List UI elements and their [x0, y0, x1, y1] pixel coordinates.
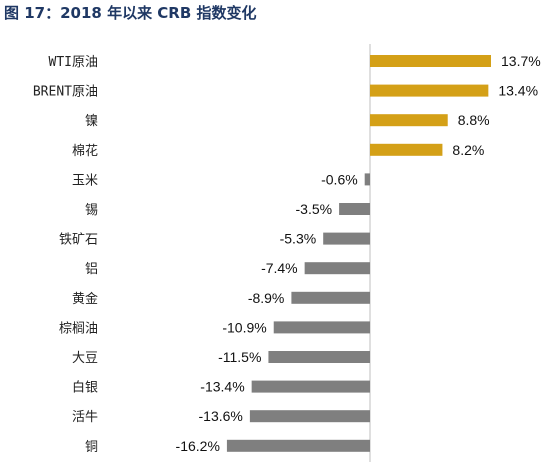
category-label: 活牛	[72, 410, 98, 425]
value-label: -0.6%	[321, 171, 358, 187]
value-label: 13.4%	[498, 83, 538, 99]
bar	[273, 321, 370, 334]
category-label: 铁矿石	[59, 233, 98, 248]
bar	[291, 291, 370, 304]
value-label: -8.9%	[248, 290, 285, 306]
bar	[323, 232, 370, 245]
bar	[370, 84, 489, 97]
bar	[364, 173, 370, 186]
bar	[226, 439, 370, 452]
category-label: WTI原油	[49, 55, 98, 70]
category-label: BRENT原油	[33, 85, 98, 100]
category-label: 棕榈油	[59, 321, 98, 336]
value-label: 8.8%	[458, 112, 490, 128]
value-label: -10.9%	[222, 319, 266, 335]
bar	[370, 114, 448, 127]
bar	[268, 351, 370, 363]
bar	[370, 55, 491, 67]
value-label: -5.3%	[280, 231, 317, 247]
category-label: 锡	[85, 203, 98, 218]
value-label: 13.7%	[501, 53, 541, 69]
value-label: -13.6%	[199, 408, 243, 424]
value-label: -16.2%	[176, 438, 220, 454]
category-label: 棉花	[72, 143, 98, 159]
bar	[370, 143, 443, 156]
value-label: -11.5%	[218, 349, 261, 365]
category-label: 玉米	[72, 173, 98, 188]
category-label: 黄金	[72, 291, 98, 307]
value-label: 8.2%	[452, 142, 484, 158]
category-label: 镍	[85, 114, 98, 129]
category-label: 大豆	[72, 351, 98, 366]
bar	[249, 410, 370, 423]
value-label: -7.4%	[261, 260, 298, 276]
bar	[251, 380, 370, 393]
category-label: 铝	[85, 262, 98, 277]
value-label: -13.4%	[200, 379, 244, 395]
category-label: 白银	[72, 380, 98, 396]
value-label: -3.5%	[296, 201, 333, 217]
bar	[339, 203, 370, 215]
bar	[304, 262, 370, 275]
category-label: 铜	[85, 440, 98, 455]
chart-title: 图 17：2018 年以来 CRB 指数变化	[4, 4, 257, 22]
